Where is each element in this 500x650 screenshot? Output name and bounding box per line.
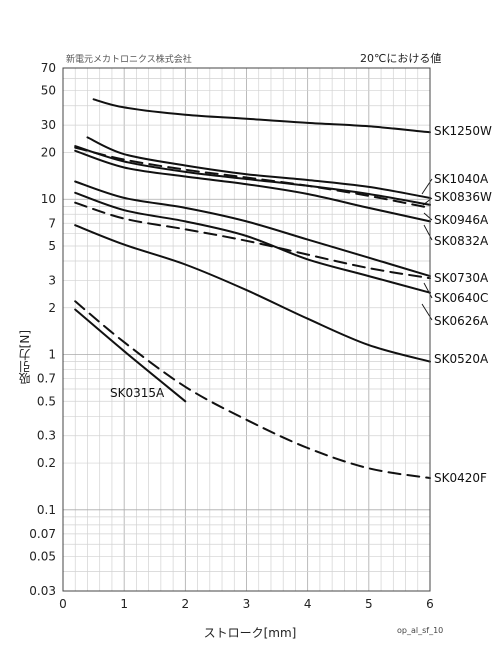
series-label-sk0315a: SK0315A [110, 386, 165, 400]
x-tick-label: 5 [365, 597, 373, 611]
series-label-sk0832a: SK0832A [434, 234, 489, 248]
x-tick-label: 1 [120, 597, 128, 611]
x-tick-label: 4 [304, 597, 312, 611]
series-line-sk0832a [74, 149, 431, 223]
x-tick-label: 6 [426, 597, 434, 611]
y-tick-label: 7 [48, 216, 56, 230]
x-axis-label: ストローク[mm] [203, 626, 297, 640]
series-label-sk0946a: SK0946A [434, 213, 489, 227]
y-tick-label: 10 [41, 192, 56, 206]
series-label-sk1250w: SK1250W [434, 124, 492, 138]
series-line-sk0520a [74, 224, 431, 363]
y-tick-label: 0.3 [37, 429, 56, 443]
y-tick-label: 0.5 [37, 394, 56, 408]
x-tick-label: 0 [59, 597, 67, 611]
series-label-sk0640c: SK0640C [434, 291, 488, 305]
series-line-sk0626a [74, 191, 431, 294]
series-label-sk0420f: SK0420F [434, 471, 487, 485]
y-tick-label: 0.05 [29, 550, 56, 564]
y-tick-label: 0.7 [37, 372, 56, 386]
series-line-sk0420f [74, 300, 431, 480]
axis-ticks: 0 1 2 3 4 5 6 70 50 30 20 10 7 5 3 2 1 0.7 0.5 0.3 0.2 0.1 0.0… [29, 61, 434, 611]
y-tick-label: 2 [48, 301, 56, 315]
series-label-sk0730a: SK0730A [434, 271, 489, 285]
temperature-condition-note: 20℃における値 [360, 52, 442, 65]
series-label-sk0626a: SK0626A [434, 314, 489, 328]
grid [62, 67, 431, 592]
y-axis-label: 吸引力[N] [18, 330, 32, 385]
series-line-sk1250w [92, 98, 431, 134]
y-tick-label: 3 [48, 273, 56, 287]
y-tick-label: 70 [41, 61, 56, 75]
y-tick-label: 0.07 [29, 527, 56, 541]
y-tick-label: 1 [48, 348, 56, 362]
series-line-sk0640c [74, 201, 431, 280]
figure-id: op_al_sf_10 [397, 626, 444, 635]
series-label-sk0836w: SK0836W [434, 190, 492, 204]
y-tick-label: 0.1 [37, 503, 56, 517]
series-line-sk0315a [74, 308, 187, 403]
series-label-sk0520a: SK0520A [434, 352, 489, 366]
series-line-sk0730a [74, 180, 431, 278]
y-tick-label: 0.03 [29, 584, 56, 598]
series-line-sk1040a [86, 136, 431, 199]
x-tick-label: 2 [182, 597, 190, 611]
leader-line-sk0832a [423, 224, 433, 241]
series-labels: SK1250W SK1040A SK0836W SK0946A SK0832A SK073… [110, 124, 492, 485]
series-lines [74, 98, 431, 480]
series-line-sk0836w [74, 146, 431, 209]
leader-line-sk0640c [423, 282, 433, 299]
y-tick-label: 20 [41, 145, 56, 159]
y-tick-label: 50 [41, 84, 56, 98]
plot-frame [62, 67, 431, 592]
series-label-sk1040a: SK1040A [434, 172, 489, 186]
y-tick-label: 0.2 [37, 456, 56, 470]
y-tick-label: 30 [41, 118, 56, 132]
x-tick-label: 3 [243, 597, 251, 611]
series-line-sk0946a [74, 145, 431, 206]
company-name: 新電元メカトロニクス株式会社 [66, 55, 192, 65]
leader-line-sk0946a [423, 212, 433, 221]
y-tick-label: 5 [48, 239, 56, 253]
